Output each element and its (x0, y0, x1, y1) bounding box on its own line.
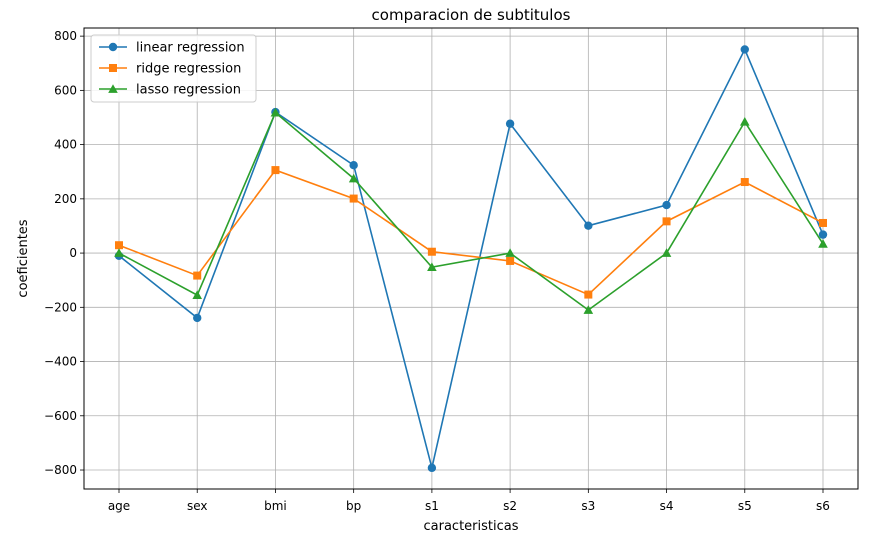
data-point (818, 230, 828, 239)
series-2 (115, 166, 827, 299)
data-point (193, 313, 202, 323)
chart-title: comparacion de subtitulos (372, 6, 571, 24)
data-point (193, 271, 202, 280)
data-point (662, 200, 671, 210)
series-3 (114, 107, 828, 314)
legend-marker (109, 64, 117, 72)
data-point (739, 117, 750, 126)
data-point (427, 463, 437, 473)
legend-label: linear regression (136, 41, 245, 56)
data-point (818, 239, 828, 248)
plot-frame (83, 27, 859, 490)
data-point (506, 256, 515, 265)
x-axis: age sex bmi bp s1 s2 s3 s4 s5 s6 (108, 489, 830, 513)
y-tick-label: 600 (54, 83, 77, 97)
x-tick-label: sex (187, 499, 208, 513)
y-tick-label: −800 (44, 463, 77, 477)
y-tick-label: −600 (44, 409, 77, 423)
x-tick-label: s3 (581, 499, 595, 513)
legend-marker (108, 84, 118, 93)
legend-item: linear regression (99, 41, 245, 56)
legend-label: ridge regression (136, 62, 241, 77)
data-point (740, 45, 749, 54)
x-tick-label: bmi (264, 499, 287, 513)
legend-item: lasso regression (99, 83, 241, 98)
data-point (192, 290, 203, 299)
x-tick-label: s2 (503, 499, 517, 513)
data-point (270, 107, 281, 117)
y-axis-label: coeficientes (16, 219, 31, 297)
y-tick-label: 400 (54, 138, 77, 152)
data-point (114, 248, 124, 257)
data-point (349, 161, 358, 170)
series-line (118, 111, 824, 312)
legend-item: ridge regression (99, 62, 241, 77)
legend-label: lasso regression (136, 83, 241, 98)
data-point (348, 173, 359, 183)
data-point (115, 241, 123, 250)
x-tick-label: bp (346, 499, 361, 513)
series-line (118, 169, 824, 296)
x-tick-label: s6 (816, 499, 830, 513)
series-1 (114, 45, 828, 473)
data-point (584, 290, 593, 299)
legend: linear regression ridge regression lasso r… (90, 34, 257, 103)
data-point (661, 248, 672, 257)
series (114, 45, 828, 473)
legend-box (90, 34, 257, 103)
x-tick-label: s4 (660, 499, 674, 513)
data-point (505, 119, 515, 128)
series-line (118, 47, 824, 469)
grid (84, 28, 858, 489)
data-point (583, 305, 594, 314)
data-point (584, 221, 593, 230)
data-point (740, 178, 749, 187)
y-tick-label: 800 (54, 29, 77, 43)
y-tick-label: 200 (54, 192, 77, 206)
x-tick-label: s1 (425, 499, 439, 513)
y-tick-label: 0 (69, 246, 77, 260)
data-point (662, 217, 671, 226)
data-point (271, 166, 280, 175)
y-axis: −800 −600 −400 −200 0 200 400 600 800 (44, 29, 84, 477)
data-point (427, 262, 437, 272)
legend-marker (108, 42, 118, 52)
data-point (427, 247, 436, 256)
data-point (349, 194, 358, 203)
x-tick-label: s5 (738, 499, 752, 513)
y-tick-label: −200 (44, 300, 77, 314)
x-axis-label: caracteristicas (424, 519, 519, 534)
y-tick-label: −400 (44, 355, 77, 369)
x-tick-label: age (108, 499, 130, 513)
data-point (819, 218, 827, 227)
data-point (505, 248, 515, 257)
